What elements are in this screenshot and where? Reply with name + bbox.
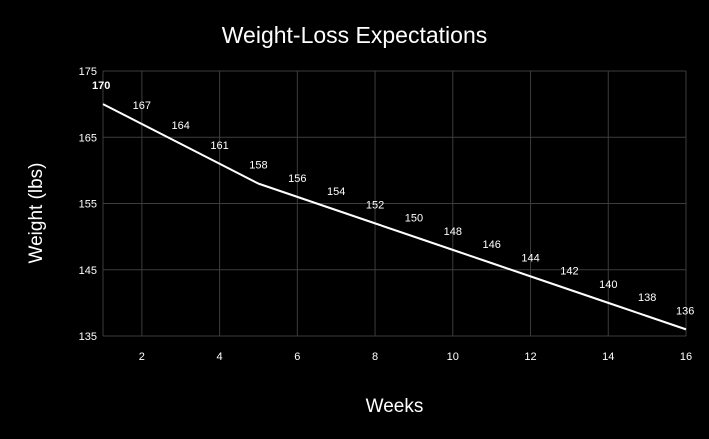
- data-label: 136: [676, 305, 694, 317]
- data-label: 170: [92, 80, 110, 92]
- data-label: 138: [638, 292, 656, 304]
- data-label: 150: [405, 213, 423, 225]
- data-label: 164: [172, 120, 190, 132]
- series-layer: [102, 103, 687, 331]
- data-label: 144: [521, 252, 539, 264]
- y-tick-label: 155: [79, 199, 97, 211]
- x-tick-label: 4: [217, 351, 223, 363]
- chart-title: Weight-Loss Expectations: [222, 22, 488, 48]
- data-label: 154: [327, 186, 345, 198]
- y-tick-label: 135: [79, 331, 97, 343]
- gridlines: [102, 70, 687, 337]
- data-label: 146: [482, 239, 500, 251]
- x-tick-label: 8: [372, 351, 378, 363]
- data-label: 152: [366, 199, 384, 211]
- x-tick-label: 14: [602, 351, 614, 363]
- x-tick-label: 12: [524, 351, 536, 363]
- data-label: 140: [599, 279, 617, 291]
- data-label: 161: [210, 140, 228, 152]
- x-tick-label: 16: [680, 351, 692, 363]
- data-label: 167: [133, 100, 151, 112]
- y-axis-title: Weight (lbs): [26, 162, 47, 263]
- data-label: 158: [249, 160, 267, 172]
- data-label: 142: [560, 266, 578, 278]
- x-tick-label: 6: [294, 351, 300, 363]
- x-axis-title: Weeks: [366, 396, 424, 417]
- series-line: [102, 103, 687, 331]
- data-label: 156: [288, 173, 306, 185]
- x-tick-label: 10: [447, 351, 459, 363]
- y-tick-label: 165: [79, 132, 97, 144]
- y-tick-label: 145: [79, 265, 97, 277]
- data-labels: 170 167 164 161 158 156 154 152 150 148 146 144 142 1…: [92, 80, 694, 317]
- data-label: 148: [444, 226, 462, 238]
- y-axis-ticks: 135 145 155 165 175: [79, 66, 97, 343]
- y-tick-label: 175: [79, 66, 97, 78]
- x-tick-label: 2: [139, 351, 145, 363]
- x-axis-ticks: 2 4 6 8 10 12 14 16: [139, 351, 692, 363]
